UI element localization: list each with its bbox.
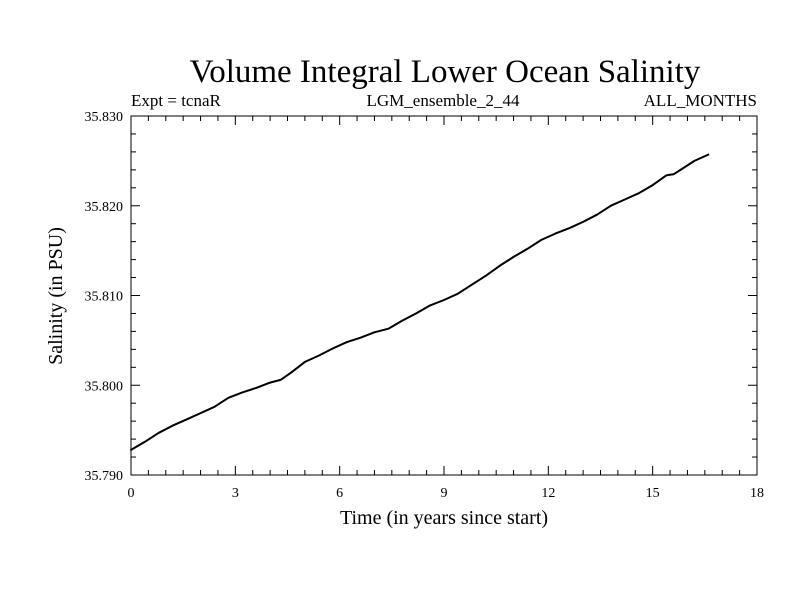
y-tick-label: 35.800 bbox=[85, 379, 124, 394]
y-tick-label: 35.820 bbox=[85, 200, 124, 215]
y-tick-label: 35.810 bbox=[85, 290, 124, 305]
x-axis-label: Time (in years since start) bbox=[340, 507, 548, 529]
plot-frame bbox=[130, 115, 758, 476]
chart-title: Volume Integral Lower Ocean Salinity bbox=[190, 54, 701, 90]
x-tick-label: 3 bbox=[232, 486, 239, 501]
x-tick-label: 6 bbox=[336, 486, 343, 501]
chart-subtitle-right: ALL_MONTHS bbox=[644, 91, 757, 110]
y-axis-label: Salinity (in PSU) bbox=[45, 227, 67, 365]
y-tick-label: 35.830 bbox=[85, 110, 124, 125]
chart-subtitle-center: LGM_ensemble_2_44 bbox=[367, 91, 520, 110]
y-tick-label: 35.790 bbox=[85, 469, 124, 484]
series-line-salinity bbox=[130, 153, 710, 451]
x-tick-label: 9 bbox=[441, 486, 448, 501]
x-tick-label: 0 bbox=[128, 486, 135, 501]
series-group bbox=[130, 153, 710, 451]
x-tick-label: 15 bbox=[646, 486, 660, 501]
axis-tick-labels: 0 3 6 9 12 15 18 35.790 35.800 35.810 35.820 35.830 bbox=[85, 110, 765, 501]
x-tick-label: 18 bbox=[750, 486, 764, 501]
chart-subtitle-left: Expt = tcnaR bbox=[131, 91, 222, 110]
x-tick-label: 12 bbox=[541, 486, 555, 501]
axis-ticks bbox=[130, 115, 758, 476]
